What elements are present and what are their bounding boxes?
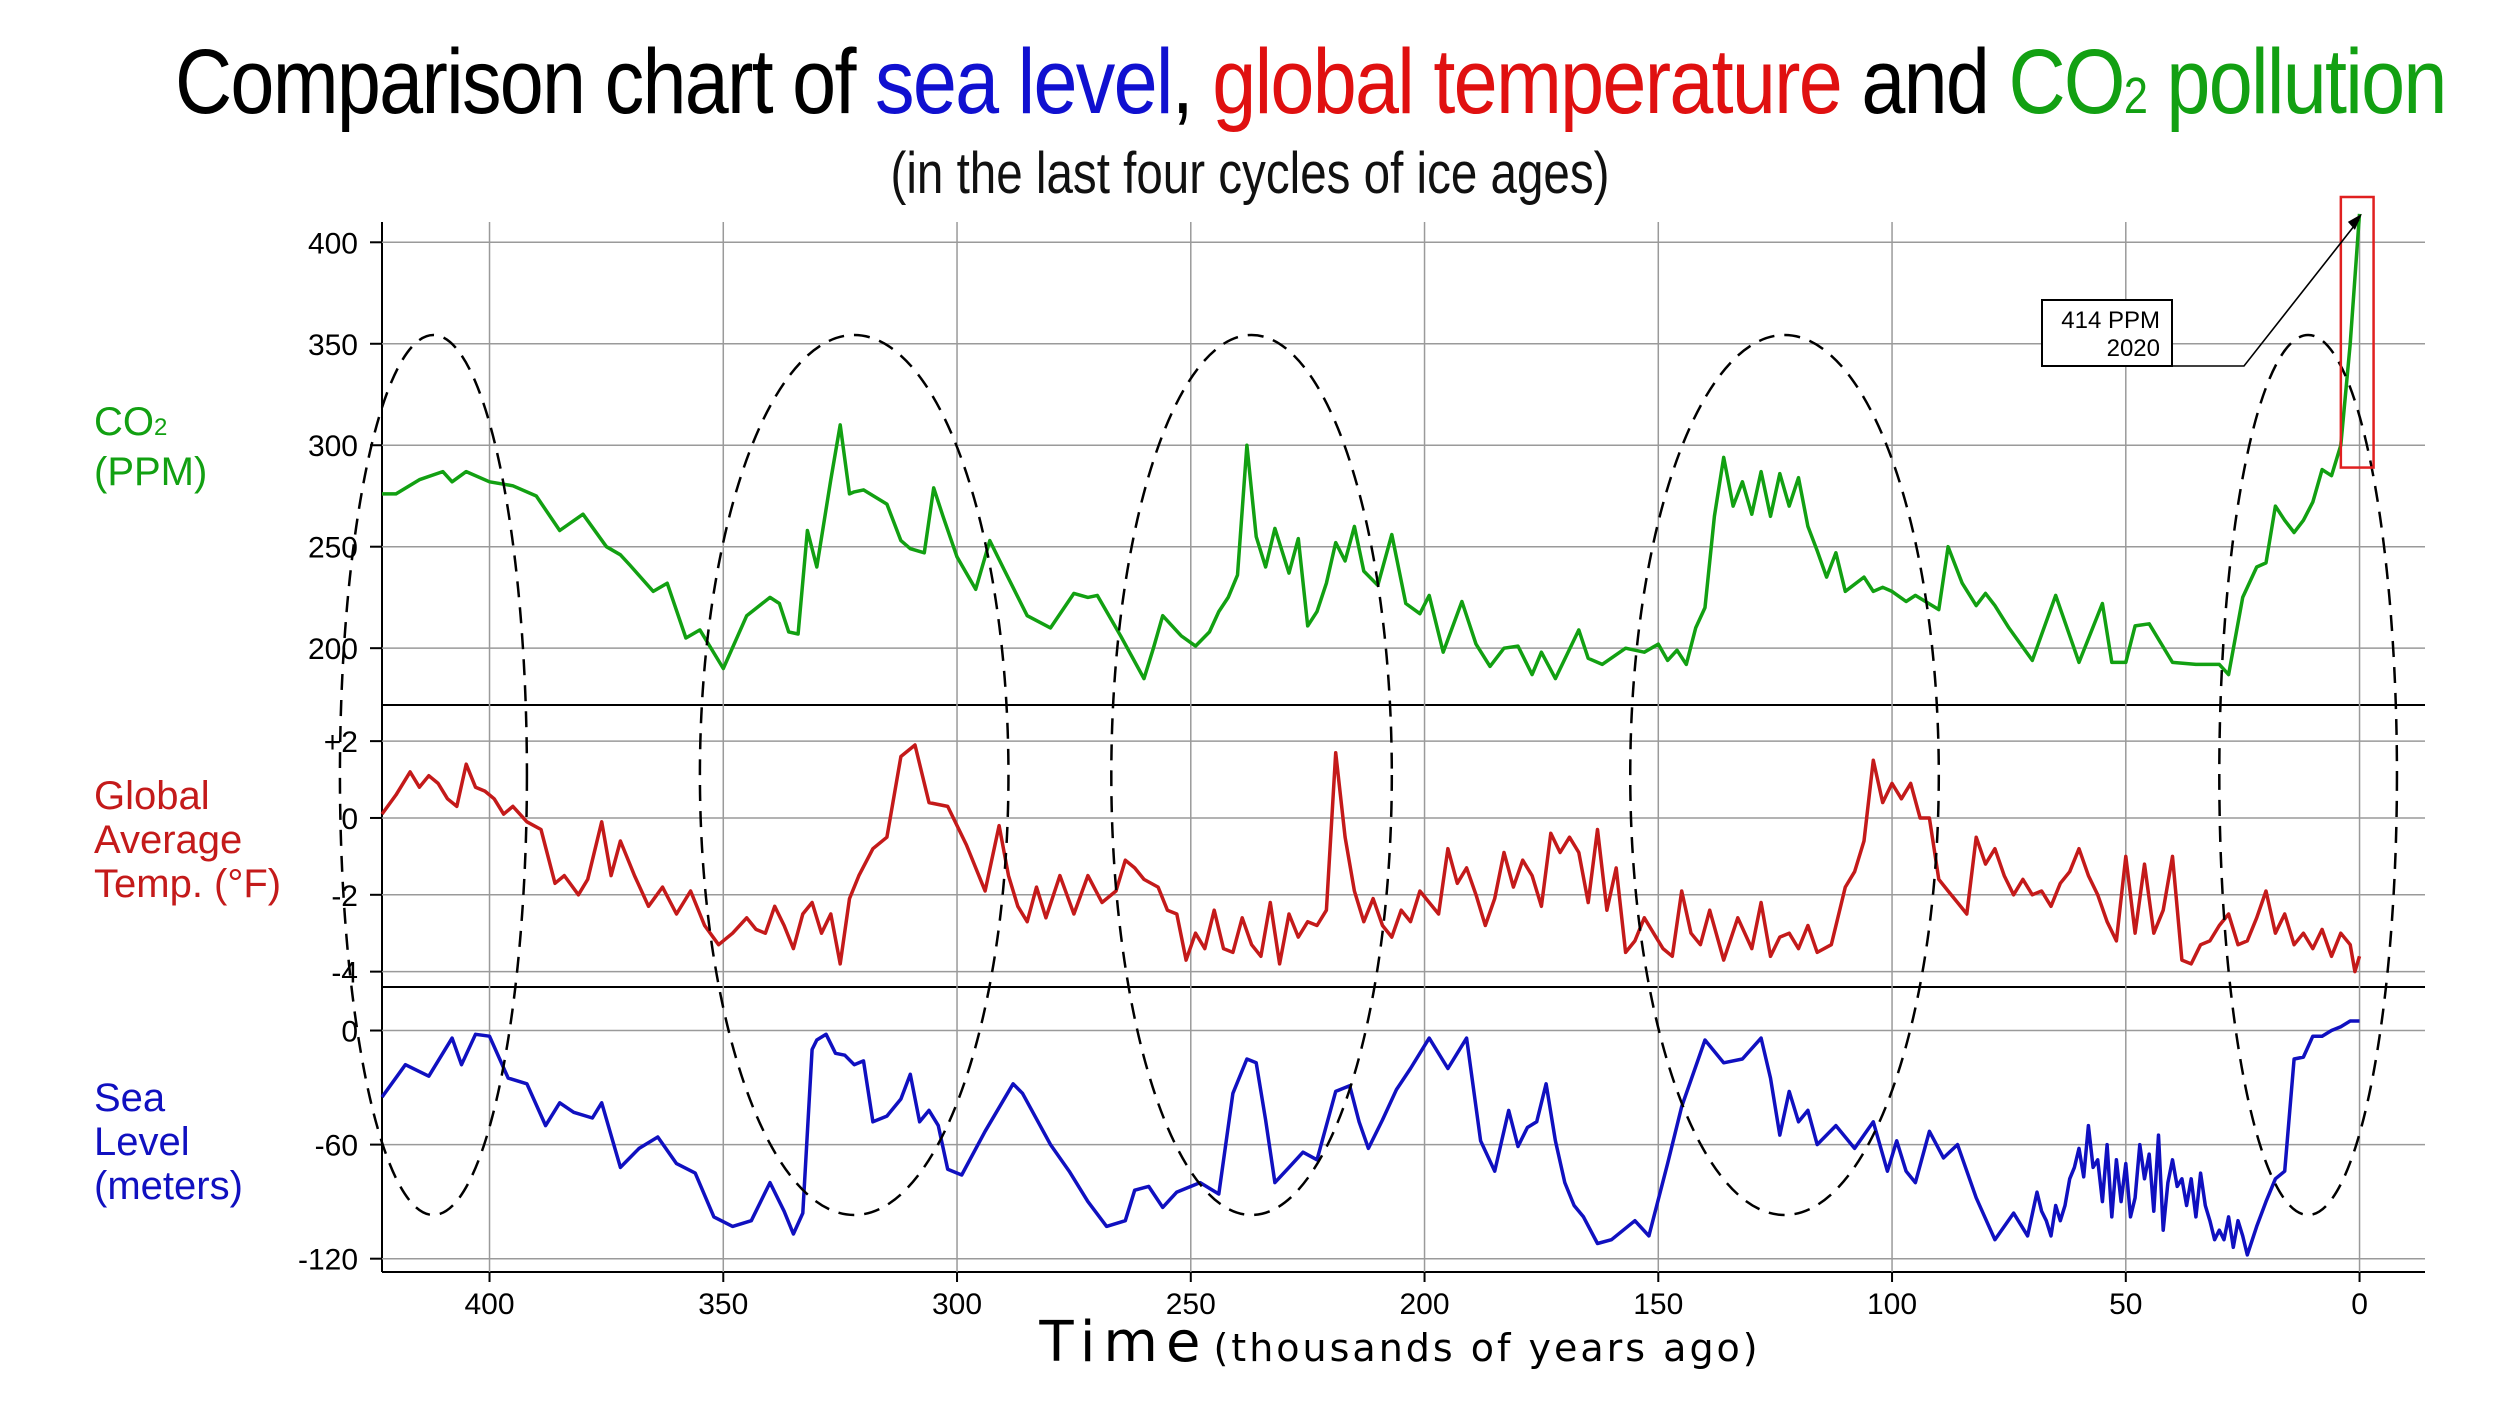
co2-y-tick-label: 300 xyxy=(308,430,358,463)
temp-axis-label: Global Average Temp. (°F) xyxy=(94,774,281,906)
co2-axis-label-line1: CO xyxy=(94,400,154,444)
co2-axis-label: CO2 (PPM) xyxy=(94,400,207,494)
ice-age-ellipse xyxy=(1110,333,1394,1217)
x-tick-label: 400 xyxy=(464,1288,514,1321)
co2-y-tick-label: 200 xyxy=(308,633,358,666)
ice-age-ellipse xyxy=(338,333,529,1217)
title-and: and xyxy=(1841,31,2009,133)
co2-axis-label-sub: 2 xyxy=(154,414,168,441)
title-pollution: pollution xyxy=(2146,31,2447,133)
annotation-line1: 414 PPM xyxy=(2061,307,2160,334)
temp-axis-label-line1: Global xyxy=(94,774,210,818)
x-tick-label: 250 xyxy=(1166,1288,1216,1321)
co2-series-line xyxy=(382,213,2362,681)
x-tick-label: 100 xyxy=(1867,1288,1917,1321)
x-tick-label: 300 xyxy=(932,1288,982,1321)
ice-age-ellipse xyxy=(698,333,1010,1217)
x-axis-title: Time (thousands of years ago) xyxy=(380,1310,2420,1375)
co2-y-tick-label: 400 xyxy=(308,227,358,260)
ice-age-ellipse xyxy=(1628,333,1941,1217)
annotation-box xyxy=(2041,299,2173,367)
sea-axis-label: Sea Level (meters) xyxy=(94,1076,243,1208)
temp-y-tick-label: 0 xyxy=(341,803,358,836)
title-co2-subscript: 2 xyxy=(2123,67,2148,124)
sea-y-tick-label: 0 xyxy=(341,1016,358,1049)
sea-series-line xyxy=(380,1019,2360,1257)
annotation-arrowhead xyxy=(2347,213,2362,230)
annotation-line2: 2020 xyxy=(2107,335,2160,362)
co2-axis-label-line2: (PPM) xyxy=(94,450,208,494)
temp-axis-label-line3: Temp. (°F) xyxy=(94,862,282,906)
x-tick-label: 350 xyxy=(698,1288,748,1321)
co2-y-tick-label: 350 xyxy=(308,329,358,362)
chart-subtitle: (in the last four cycles of ice ages) xyxy=(890,141,1610,206)
sea-axis-label-line1: Sea xyxy=(94,1076,166,1120)
x-tick-label: 150 xyxy=(1633,1288,1683,1321)
co2-y-tick-label: 250 xyxy=(308,532,358,565)
title-sea-level: sea level xyxy=(874,31,1174,133)
annotation-pointer xyxy=(2172,219,2360,367)
chart-title: Comparison chart of sea level, global te… xyxy=(175,30,2447,135)
sea-y-tick-label: -120 xyxy=(298,1244,358,1277)
x-tick-label: 50 xyxy=(2109,1288,2142,1321)
title-comma: , xyxy=(1171,31,1213,133)
x-tick-label: 0 xyxy=(2351,1288,2368,1321)
spike-highlight-box xyxy=(2339,195,2375,469)
title-temperature: global temperature xyxy=(1212,31,1843,133)
temp-y-tick-label: -4 xyxy=(331,957,358,990)
temp-series-line xyxy=(380,743,2362,974)
x-axis-title-detail: (thousands of years ago) xyxy=(1213,1326,1761,1370)
ice-age-ellipse xyxy=(2218,333,2399,1217)
sea-y-tick-label: -60 xyxy=(315,1130,358,1163)
title-co2: CO xyxy=(2008,31,2125,133)
temp-axis-label-line2: Average xyxy=(94,818,243,862)
title-part1: Comparison chart of xyxy=(175,31,875,133)
sea-axis-label-line2: Level xyxy=(94,1120,190,1164)
x-axis-title-main: Time xyxy=(1039,1310,1209,1375)
sea-axis-label-line3: (meters) xyxy=(94,1164,243,1208)
x-tick-label: 200 xyxy=(1400,1288,1450,1321)
